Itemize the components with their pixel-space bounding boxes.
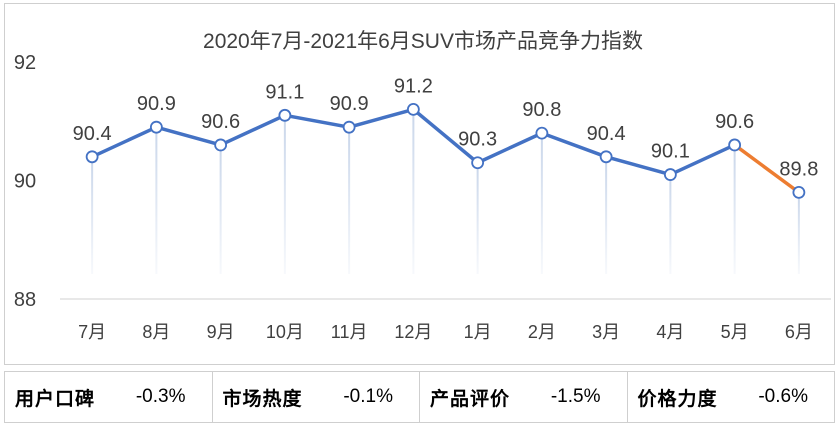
metric-price-strength: 价格力度 -0.6%	[628, 372, 835, 422]
data-point	[535, 126, 549, 140]
series-segment	[90, 125, 159, 159]
x-tick-label: 12月	[394, 322, 432, 342]
series-segment	[218, 113, 287, 147]
data-point	[792, 185, 806, 199]
data-label: 90.4	[587, 123, 626, 145]
data-point	[471, 156, 485, 170]
series-segment	[283, 113, 351, 129]
drop-line	[91, 156, 94, 274]
metrics-bar: 用户口碑 -0.3% 市场热度 -0.1% 产品评价 -1.5% 价格力度 -0…	[4, 371, 835, 423]
data-label: 90.6	[201, 111, 240, 133]
metric-user-reputation: 用户口碑 -0.3%	[5, 372, 213, 422]
series-segment	[668, 143, 737, 177]
series-segment	[604, 155, 673, 177]
metric-name: 价格力度	[637, 388, 718, 410]
x-tick-label: 3月	[592, 322, 620, 342]
x-tick-label: 9月	[207, 322, 235, 342]
data-point	[599, 150, 613, 164]
x-tick-label: 11月	[331, 322, 368, 342]
series-segment	[347, 107, 416, 129]
data-point	[728, 138, 742, 152]
data-label: 89.8	[779, 158, 818, 180]
metric-product-review: 产品评价 -1.5%	[420, 372, 628, 422]
data-label: 90.9	[137, 93, 176, 115]
x-tick-label: 6月	[785, 322, 813, 342]
x-tick-label: 8月	[142, 322, 170, 342]
data-point	[406, 103, 420, 116]
series-segment	[540, 131, 608, 159]
series-segment-latest	[732, 143, 801, 195]
drop-line	[476, 162, 479, 274]
series-segment	[475, 131, 544, 165]
metric-value: -1.5%	[550, 386, 601, 407]
drop-line	[797, 192, 800, 274]
data-point	[342, 120, 356, 134]
data-label: 90.8	[522, 99, 561, 121]
drop-line	[283, 115, 286, 274]
x-tick-label: 7月	[78, 322, 106, 342]
metric-value: -0.1%	[343, 386, 393, 407]
chart-title: 2020年7月-2021年6月SUV市场产品竞争力指数	[203, 30, 643, 53]
series-segment	[411, 107, 480, 165]
drop-line	[412, 109, 415, 275]
drop-line	[540, 133, 543, 274]
drop-line	[219, 144, 222, 274]
data-label: 90.1	[651, 141, 690, 163]
x-tick-label: 5月	[721, 322, 749, 342]
data-point	[214, 138, 228, 152]
data-label: 90.6	[715, 111, 754, 133]
x-tick-label: 2月	[528, 322, 556, 342]
y-tick-label: 88	[14, 289, 36, 311]
data-label: 91.1	[265, 81, 304, 103]
metric-name: 产品评价	[430, 388, 511, 410]
metric-market-heat: 市场热度 -0.1%	[213, 372, 420, 422]
drop-line	[733, 144, 736, 274]
data-label: 90.3	[458, 129, 497, 151]
data-point	[149, 120, 163, 134]
x-tick-label: 1月	[464, 322, 492, 342]
y-tick-label: 92	[14, 52, 36, 74]
series-segment	[154, 125, 223, 147]
data-point	[663, 168, 677, 181]
data-label: 91.2	[394, 75, 433, 97]
data-label: 90.4	[73, 123, 112, 145]
drop-line	[605, 156, 608, 274]
drop-line	[348, 127, 351, 274]
metric-name: 用户口碑	[15, 388, 96, 410]
drop-line	[669, 174, 672, 274]
drop-line	[155, 127, 158, 274]
data-label: 90.9	[330, 93, 369, 115]
chart-frame: 2020年7月-2021年6月SUV市场产品竞争力指数 88 90 92 90.4 9…	[4, 3, 835, 365]
data-point	[85, 150, 99, 164]
x-tick-label: 10月	[266, 322, 304, 342]
metric-name: 市场热度	[222, 388, 303, 410]
data-point	[278, 108, 292, 122]
line-chart: 2020年7月-2021年6月SUV市场产品竞争力指数 88 90 92 90.4 9…	[14, 30, 831, 342]
y-tick-label: 90	[14, 171, 36, 193]
x-tick-label: 4月	[656, 322, 684, 342]
metric-value: -0.3%	[135, 386, 186, 407]
metric-value: -0.6%	[758, 386, 808, 407]
